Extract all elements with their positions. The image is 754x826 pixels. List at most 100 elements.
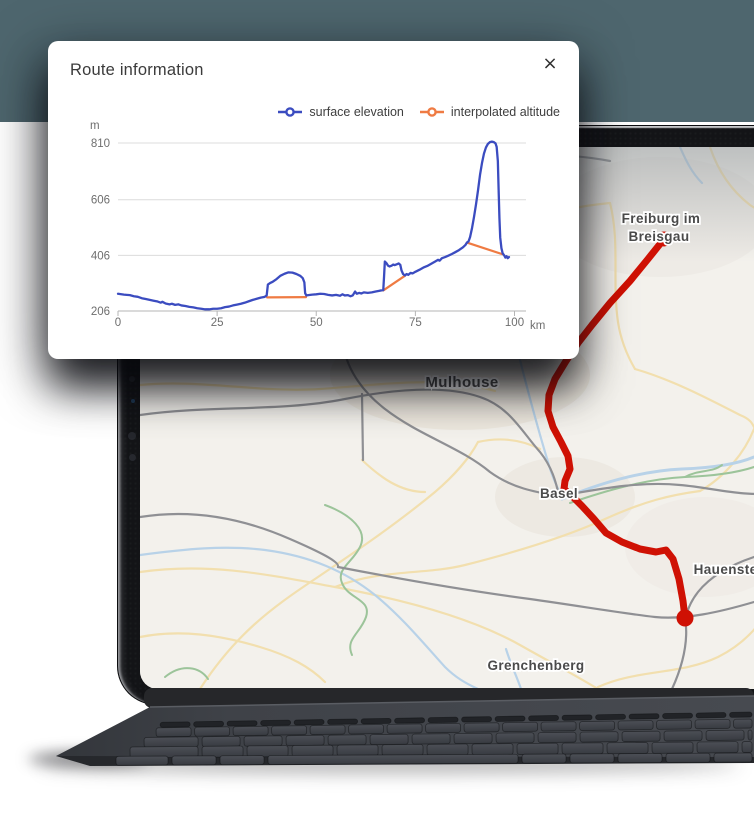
keyboard-key xyxy=(617,720,654,731)
map-route xyxy=(544,231,694,627)
keyboard-key xyxy=(463,722,500,733)
keyboard-key xyxy=(528,715,559,722)
keyboard-key xyxy=(579,731,619,743)
interpolated-altitude-segment xyxy=(465,241,504,256)
keyboard-key xyxy=(193,720,225,728)
keyboard-key xyxy=(461,716,492,723)
elevation-chart: 206 406 606 810 m 0 25 50 75 100 km xyxy=(90,120,545,332)
front-camera-icon xyxy=(129,376,135,382)
keyboard-key xyxy=(194,726,231,737)
legend-label: surface elevation xyxy=(309,105,404,119)
keyboard-key xyxy=(656,719,693,730)
keyboard-key xyxy=(381,744,424,757)
keyboard-key xyxy=(521,753,567,764)
keyboard-key xyxy=(494,715,526,722)
keyboard-key xyxy=(628,713,660,720)
keyboard-key xyxy=(226,720,258,727)
city-label: Breisgau xyxy=(629,229,690,244)
x-tick-label: 50 xyxy=(310,317,323,329)
keyboard-key xyxy=(453,732,493,745)
route-information-dialog: Route information × surface elevation int… xyxy=(48,41,579,359)
map-city-labels: Freiburg im Breisgau Mulhouse Basel Hauenste… xyxy=(424,209,754,675)
legend-item[interactable]: interpolated altitude xyxy=(419,105,560,119)
keyboard-key xyxy=(271,725,308,736)
keyboard-key xyxy=(696,741,739,754)
route-endpoint-marker xyxy=(656,231,672,247)
keyboard-key xyxy=(267,753,519,765)
keyboard-key xyxy=(741,741,753,753)
y-axis-unit: m xyxy=(90,120,100,132)
keyboard-key xyxy=(115,755,169,766)
keyboard-key xyxy=(606,742,649,755)
keyboard-key xyxy=(561,714,593,721)
legend-marker-icon xyxy=(278,107,303,117)
camera-lens-icon xyxy=(128,432,136,440)
city-label: Freiburg im xyxy=(622,211,701,226)
keyboard-key xyxy=(663,730,703,742)
city-label: Mulhouse xyxy=(425,374,498,391)
keyboard-key xyxy=(155,726,192,738)
sensor-dot-icon xyxy=(130,399,135,403)
keyboard-key xyxy=(713,752,753,763)
city-label: Basel xyxy=(540,486,578,501)
keyboard-key xyxy=(662,712,693,719)
keyboard-key xyxy=(747,729,753,741)
interpolated-altitude-segment xyxy=(382,274,407,292)
keyboard-key xyxy=(617,753,663,764)
y-tick-label: 206 xyxy=(91,306,110,318)
keyboard-key xyxy=(171,755,217,766)
x-tick-label: 0 xyxy=(115,317,121,329)
keyboard-key xyxy=(537,731,577,744)
keyboard-key xyxy=(360,717,392,725)
keyboard-key xyxy=(427,716,459,724)
keyboard-key xyxy=(285,734,325,747)
keyboard-key xyxy=(411,733,451,745)
y-tick-label: 406 xyxy=(91,250,110,262)
smart-keyboard xyxy=(56,688,754,766)
keyboard-key xyxy=(309,724,346,735)
close-button[interactable]: × xyxy=(537,51,563,77)
x-tick-label: 75 xyxy=(409,317,422,329)
x-axis-unit: km xyxy=(530,320,545,332)
keyboard-key xyxy=(394,717,425,724)
keyboard-key xyxy=(293,719,325,726)
keyboard-keys xyxy=(115,711,753,766)
keyboard-key xyxy=(502,721,539,733)
keyboard-key xyxy=(495,732,535,744)
dialog-title: Route information xyxy=(70,61,204,79)
keyboard-key xyxy=(327,734,367,746)
surface-elevation-line xyxy=(116,140,511,311)
y-tick-label: 606 xyxy=(91,195,110,207)
city-label: Grenchenberg xyxy=(487,658,584,673)
keyboard-key xyxy=(348,724,385,735)
route-endpoint-marker xyxy=(676,609,694,627)
city-label: Hauenstein xyxy=(694,562,754,577)
route-line xyxy=(544,235,689,622)
x-tick-label: 100 xyxy=(505,317,524,329)
keyboard-key xyxy=(561,742,604,755)
keyboard-key xyxy=(219,755,265,766)
keyboard-key xyxy=(705,729,745,741)
legend-item[interactable]: surface elevation xyxy=(277,105,404,119)
keyboard-key xyxy=(695,712,727,719)
keyboard-key xyxy=(243,735,283,747)
chart-legend: surface elevation interpolated altitude xyxy=(277,105,560,119)
keyboard-key xyxy=(733,718,753,729)
keyboard-key xyxy=(386,723,423,734)
keyboard-key xyxy=(540,721,577,732)
camera-lens2-icon xyxy=(128,454,136,461)
legend-label: interpolated altitude xyxy=(450,105,560,119)
keyboard-key xyxy=(291,744,334,757)
keyboard-key xyxy=(569,753,615,764)
keyboard-key xyxy=(665,752,711,763)
keyboard-key xyxy=(201,735,241,748)
keyboard-key xyxy=(143,736,199,748)
y-tick-label: 810 xyxy=(91,138,110,150)
legend-marker-icon xyxy=(419,107,444,117)
keyboard-key xyxy=(621,730,661,742)
keyboard-key xyxy=(425,722,462,734)
keyboard-key xyxy=(516,742,559,755)
keyboard-key xyxy=(579,720,616,731)
keyboard-key xyxy=(595,713,626,721)
keyboard-key xyxy=(471,743,514,756)
